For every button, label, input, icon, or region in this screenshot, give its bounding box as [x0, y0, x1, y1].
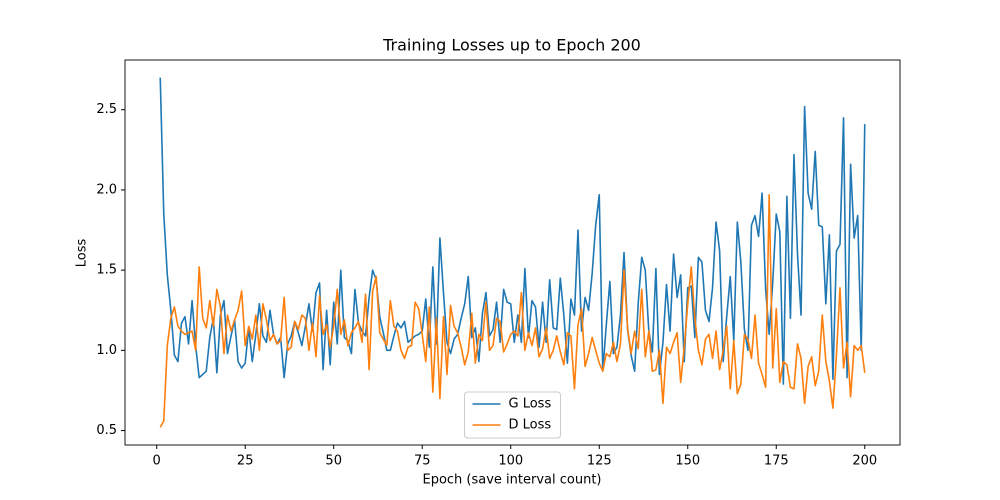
x-axis-label: Epoch (save interval count): [422, 473, 601, 488]
x-tick-label: 125: [587, 454, 612, 469]
series-line: [159, 193, 866, 428]
series-line: [159, 77, 866, 385]
x-tick-label: 175: [764, 454, 789, 469]
axes-frame: [124, 59, 901, 446]
x-tick-label: 150: [675, 454, 700, 469]
x-tick-label: 75: [414, 454, 431, 469]
chart-title: Training Losses up to Epoch 200: [382, 36, 641, 55]
legend-label: D Loss: [509, 418, 552, 433]
legend-label: G Loss: [509, 397, 552, 412]
x-tick-label: 0: [153, 454, 161, 469]
y-tick-label: 2.0: [96, 182, 117, 197]
y-tick-label: 1.5: [96, 263, 117, 278]
y-tick-label: 0.5: [96, 423, 117, 438]
x-tick-label: 50: [325, 454, 342, 469]
x-tick-label: 100: [498, 454, 523, 469]
x-tick-label: 25: [237, 454, 254, 469]
y-axis-label: Loss: [75, 239, 90, 268]
x-tick-label: 200: [852, 454, 877, 469]
y-tick-label: 2.5: [96, 102, 117, 117]
y-tick-label: 1.0: [96, 343, 117, 358]
